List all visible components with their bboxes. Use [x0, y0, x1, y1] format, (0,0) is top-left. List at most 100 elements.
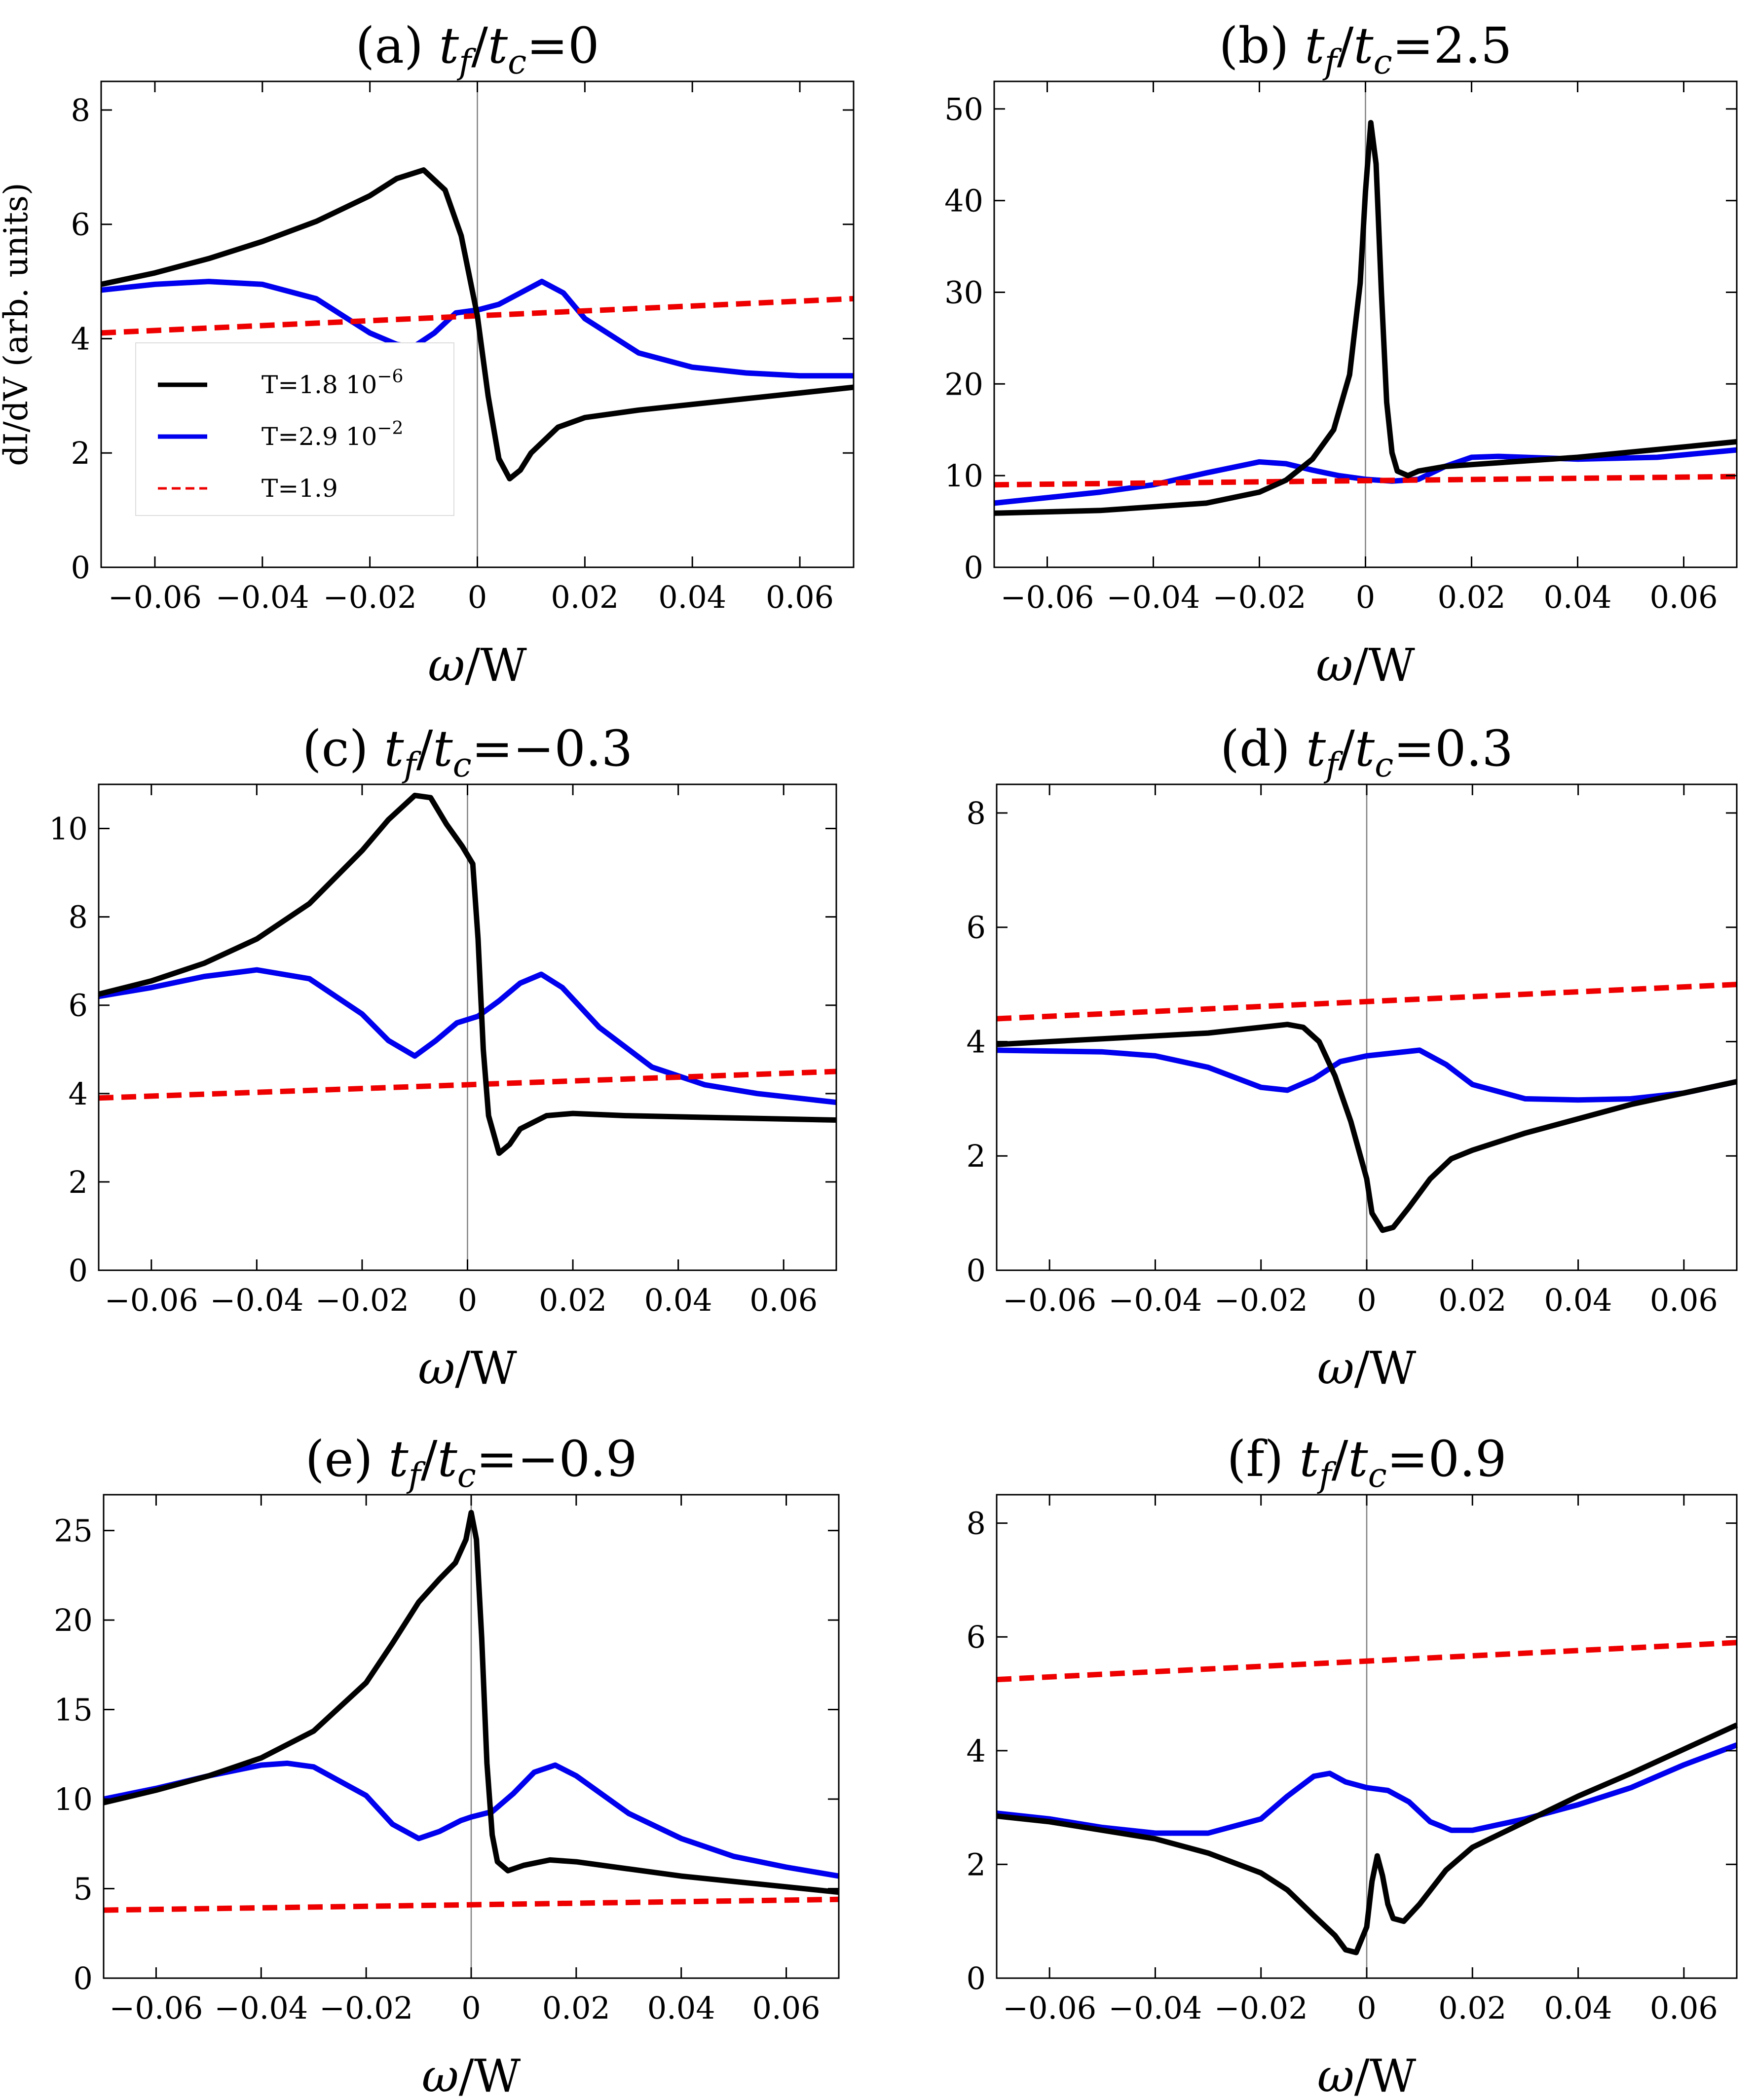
panel-e-xtick-label: 0.02 — [542, 1990, 610, 2026]
panel-b-xtick-label: −0.02 — [1213, 579, 1307, 615]
panel-f-xtick-label: −0.06 — [1003, 1990, 1096, 2026]
panel-a-ytick-label: 0 — [71, 550, 90, 586]
panel-d-title-label: (d) — [1220, 720, 1306, 777]
panel-c-ytick-label: 10 — [49, 811, 88, 847]
panel-b-ytick-label: 10 — [944, 458, 983, 494]
panel-d-xlabel-symbol: ω — [1317, 1342, 1354, 1395]
panel-c-xtick-label: 0.02 — [539, 1282, 607, 1318]
panel-c-ytick-label: 8 — [69, 899, 88, 935]
panel-a-xtick-label: 0 — [468, 579, 487, 615]
panel-d-xtick-label: 0.02 — [1438, 1282, 1506, 1318]
panel-c-series-0-line — [98, 792, 837, 1156]
panel-b-series-0-line — [994, 120, 1737, 516]
panel-c: −0.06 −0.04 −0.02 0 0.02 0.04 0.06 0 2 4 6 8 10 ω/W (c… — [49, 720, 837, 1395]
panel-d-ytick-label: 0 — [967, 1253, 986, 1289]
panel-c-series-1-line — [98, 967, 837, 1105]
panel-e-ytick-label: 10 — [54, 1781, 93, 1817]
panel-f-xlabel-unit: /W — [1354, 2050, 1417, 2100]
panel-c-xlabel-unit: /W — [455, 1342, 517, 1395]
panel-c-title-label: (c) — [302, 720, 384, 777]
panel-e-xlabel: ω/W — [422, 2050, 521, 2100]
panel-c-xlabel: ω/W — [418, 1342, 517, 1395]
panel-e-xlabel-unit: /W — [459, 2050, 521, 2100]
panel-c-ytick-label: 4 — [69, 1076, 88, 1112]
panel-b: −0.06 −0.04 −0.02 0 0.02 0.04 0.06 0 10 20 30 40 50 ω… — [944, 17, 1738, 692]
panel-a-ytick-label: 4 — [71, 321, 90, 357]
panel-c-xtick-label: 0.06 — [749, 1282, 818, 1318]
panel-f-ytick-label: 8 — [967, 1506, 986, 1542]
panel-f-ytick-label: 6 — [967, 1619, 986, 1655]
panel-d-xtick-label: −0.04 — [1108, 1282, 1202, 1318]
panel-c-xtick-label: −0.04 — [210, 1282, 303, 1318]
panel-b-xlabel-unit: /W — [1353, 639, 1415, 692]
panel-d-title-value: =0.3 — [1393, 720, 1513, 777]
panel-a-xtick-label: 0.02 — [551, 579, 619, 615]
panel-a-title-label: (a) — [355, 17, 439, 74]
panel-a-xtick-label: −0.02 — [323, 579, 417, 615]
panel-c-title-value: =−0.3 — [472, 720, 633, 777]
panel-a-xtick-label: 0.04 — [658, 579, 726, 615]
panel-d-ytick-label: 2 — [967, 1138, 986, 1174]
panel-c-ytick-label: 2 — [69, 1164, 88, 1200]
panel-b-ytick-label: 40 — [944, 183, 983, 219]
panel-d-title: (d) tf/tc=0.3 — [1220, 720, 1513, 785]
panel-a-title: (a) tf/tc=0 — [355, 17, 599, 82]
panel-b-xtick-label: 0 — [1356, 579, 1375, 615]
panel-a-xtick-label: 0.06 — [766, 579, 834, 615]
panel-f-title-label: (f) — [1227, 1430, 1300, 1488]
legend-box — [135, 342, 454, 516]
panel-f-xtick-label: −0.02 — [1214, 1990, 1308, 2026]
panel-e-ytick-label: 15 — [54, 1692, 93, 1728]
panel-c-xtick-label: −0.06 — [105, 1282, 198, 1318]
panel-e-xlabel-symbol: ω — [422, 2050, 459, 2100]
panel-d-ytick-label: 6 — [967, 910, 986, 946]
panel-d: −0.06 −0.04 −0.02 0 0.02 0.04 0.06 0 2 4 6 8 ω/W (d) … — [967, 720, 1738, 1395]
panel-e-ytick-label: 5 — [74, 1871, 93, 1907]
panel-a-xlabel-symbol: ω — [428, 639, 465, 692]
panel-e-xtick-label: 0.06 — [752, 1990, 821, 2026]
panel-e-ytick-label: 20 — [54, 1602, 93, 1638]
panel-b-xtick-label: −0.06 — [1001, 579, 1094, 615]
panel-d-ytick-label: 8 — [967, 795, 986, 831]
panel-d-xtick-label: −0.06 — [1003, 1282, 1096, 1318]
panel-d-xtick-label: 0.06 — [1650, 1282, 1718, 1318]
panel-f-xtick-label: −0.04 — [1108, 1990, 1202, 2026]
panel-e-xtick-label: 0 — [461, 1990, 481, 2026]
panel-f-series-1-line — [996, 1742, 1738, 1836]
panel-b-xtick-label: 0.04 — [1543, 579, 1611, 615]
panel-e-series-2-line — [103, 1896, 839, 1913]
panel-f-ytick-label: 4 — [967, 1733, 986, 1769]
panel-c-ytick-label: 6 — [69, 988, 88, 1024]
panel-a-ylabel: dI/dV (arb. units) — [0, 183, 35, 466]
panel-d-xlabel-unit: /W — [1354, 1342, 1417, 1395]
panel-b-title: (b) tf/tc=2.5 — [1219, 17, 1512, 82]
panel-f-title: (f) tf/tc=0.9 — [1227, 1430, 1507, 1495]
legend-label-2: T=1.9 — [262, 474, 338, 503]
panel-a-ytick-label: 8 — [71, 92, 90, 128]
panel-e-ytick-label: 0 — [74, 1960, 93, 1996]
panel-e: −0.06 −0.04 −0.02 0 0.02 0.04 0.06 0 5 10 15 20 25 ω/… — [54, 1430, 840, 2100]
panel-b-xtick-label: −0.04 — [1107, 579, 1200, 615]
panel-e-ytick-label: 25 — [54, 1513, 93, 1549]
panel-b-title-value: =2.5 — [1392, 17, 1512, 74]
legend: T=1.8 10−6 T=2.9 10−2 T=1.9 — [135, 342, 454, 516]
panel-b-ytick-label: 30 — [944, 274, 983, 310]
panel-f: −0.06 −0.04 −0.02 0 0.02 0.04 0.06 0 2 4 6 8 ω/W (f) … — [967, 1430, 1738, 2100]
panel-d-ytick-label: 4 — [967, 1024, 986, 1060]
panel-a-title-value: =0 — [526, 17, 599, 74]
panel-f-xtick-label: 0 — [1357, 1990, 1376, 2026]
panel-f-xlabel-symbol: ω — [1317, 2050, 1354, 2100]
panel-e-title: (e) tf/tc=−0.9 — [305, 1430, 637, 1495]
panel-f-xtick-label: 0.02 — [1438, 1990, 1506, 2026]
panel-c-title: (c) tf/tc=−0.3 — [302, 720, 633, 785]
panel-f-series-2-line — [996, 1640, 1737, 1683]
panel-f-xtick-label: 0.06 — [1650, 1990, 1718, 2026]
panel-b-ytick-label: 0 — [964, 550, 983, 586]
panel-c-xtick-label: 0.04 — [644, 1282, 712, 1318]
panel-a-xtick-label: −0.06 — [108, 579, 202, 615]
legend-label-0: T=1.8 10−6 — [262, 367, 403, 399]
panel-a-ytick-label: 6 — [71, 207, 90, 243]
panel-e-title-value: =−0.9 — [476, 1430, 637, 1488]
panel-a-series-0-line — [100, 167, 854, 481]
